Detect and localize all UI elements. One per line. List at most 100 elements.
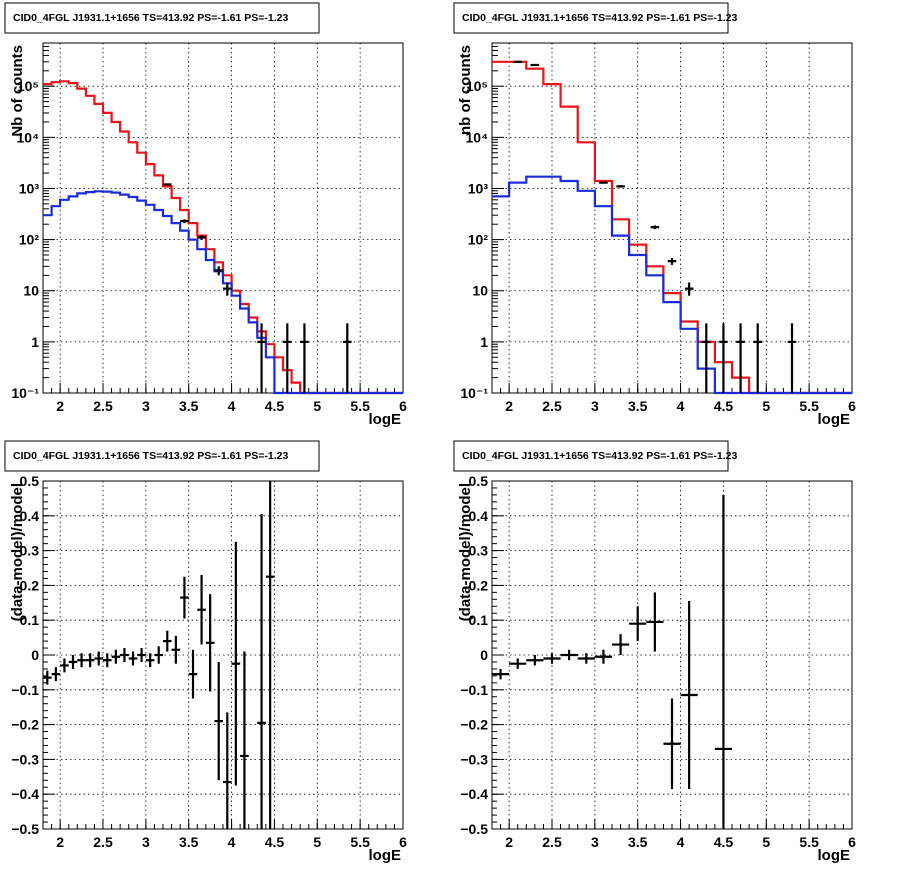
x-tick-label: 5.5 [350,398,370,414]
x-axis-label: logE [369,411,402,428]
chart-title: CID0_4FGL J1931.1+1656 TS=413.92 PS=-1.6… [13,450,288,462]
y-axis-label: (data-model)/model [9,483,26,621]
x-tick-label: 5.5 [799,398,819,414]
title-frame [453,440,729,472]
data-point [667,257,677,265]
data-point [128,651,138,666]
y-tick-label: −0.5 [460,821,488,837]
x-tick-label: 2.5 [93,834,113,850]
y-tick-label: 0.5 [20,473,40,489]
data-point [526,655,544,666]
y-tick-label: −0.2 [460,717,488,733]
data-point [509,658,527,669]
y-tick-label: −0.2 [11,717,39,733]
data-point [180,219,189,224]
data-point [646,592,664,652]
y-tick-label: 10⁴ [17,129,40,145]
x-tick-label: 4.5 [265,398,285,414]
chart-panel-3: CID0_4FGL J1931.1+1656 TS=413.92 PS=-1.6… [4,440,407,864]
data-point [43,670,52,685]
x-tick-label: 2 [56,398,64,414]
data-point [197,235,206,241]
title-frame [453,2,729,34]
y-tick-label: −0.5 [11,821,39,837]
data-point [702,323,711,393]
x-tick-label: 5.5 [350,834,370,850]
data-point [223,712,232,829]
data-point [283,323,292,393]
data-point [163,183,172,186]
x-tick-label: 6 [399,398,407,414]
x-tick-label: 3.5 [628,834,648,850]
data-point [629,606,647,642]
x-axis-label: logE [818,411,851,428]
x-tick-label: 5.5 [799,834,819,850]
y-tick-label: 0.3 [20,543,40,559]
y-tick-label: −0.4 [460,786,488,802]
y-tick-label: 10² [468,232,489,248]
y-tick-label: 1 [480,334,488,350]
y-tick-label: 10⁵ [17,78,39,94]
y-tick-label: 0.1 [469,612,489,628]
y-axis-label: (data-model)/model [457,483,474,621]
x-tick-label: 2.5 [542,398,562,414]
data-point [543,653,561,664]
data-point [240,651,249,829]
data-point [599,181,608,184]
title-box: CID0_4FGL J1931.1+1656 TS=413.92 PS=-1.6… [4,440,320,472]
data-point [111,649,121,664]
title-box: CID0_4FGL J1931.1+1656 TS=413.92 PS=-1.6… [453,2,737,34]
y-tick-label: 10⁻¹ [460,385,488,401]
y-axis-label: nb of counts [457,45,474,135]
x-tick-label: 2 [505,398,513,414]
y-tick-label: 10³ [19,180,40,196]
data-point [120,648,129,662]
data-point [231,541,241,786]
data-point [154,646,163,664]
y-tick-label: 10 [23,283,39,299]
data-point [137,648,146,662]
data-point [257,514,266,829]
y-tick-label: 10⁴ [466,129,489,145]
title-frame [4,440,320,472]
x-tick-label: 2.5 [93,398,113,414]
x-tick-label: 3 [142,398,150,414]
x-tick-label: 6 [399,834,407,850]
title-frame [4,2,320,34]
data-point [51,667,61,682]
x-tick-label: 6 [848,398,856,414]
data-point [214,661,223,781]
y-tick-label: 0 [480,647,488,663]
data-point [612,634,630,655]
x-tick-label: 3.5 [179,834,199,850]
data-point [265,481,275,829]
x-tick-label: 6 [848,834,856,850]
data-point [94,651,103,666]
data-point [197,574,206,645]
data-point [77,653,86,668]
x-tick-label: 3 [591,398,599,414]
y-tick-label: 1 [31,334,39,350]
y-tick-label: 0 [31,647,39,663]
y-tick-label: 10⁻¹ [11,385,39,401]
title-box: CID0_4FGL J1931.1+1656 TS=413.92 PS=-1.6… [453,440,737,472]
data-point [85,653,95,668]
y-axis-label: Nb of counts [9,45,26,137]
y-tick-label: 0.4 [469,508,489,524]
data-point [577,653,595,664]
data-point [145,653,155,668]
data-point [663,698,681,789]
chart-panel-4: CID0_4FGL J1931.1+1656 TS=413.92 PS=-1.6… [453,440,856,864]
data-point [171,635,181,664]
x-tick-label: 5 [313,834,321,850]
data-point [223,282,232,296]
data-point [300,323,309,393]
data-point [205,594,215,692]
data-point [736,323,745,393]
y-tick-label: −0.1 [460,682,488,698]
data-point [714,494,732,829]
data-point [214,266,223,276]
data-point [163,630,172,652]
